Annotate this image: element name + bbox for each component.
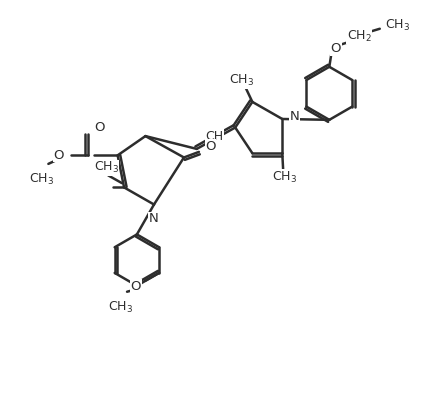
Text: N: N (149, 212, 159, 225)
Text: CH: CH (206, 130, 224, 143)
Text: O: O (130, 280, 141, 293)
Text: CH$_3$: CH$_3$ (29, 171, 54, 187)
Text: N: N (290, 110, 300, 124)
Text: O: O (94, 121, 105, 134)
Text: CH$_2$: CH$_2$ (347, 29, 372, 44)
Text: O: O (205, 140, 216, 153)
Text: CH$_3$: CH$_3$ (385, 18, 410, 33)
Text: CH$_3$: CH$_3$ (108, 300, 133, 315)
Text: O: O (54, 149, 64, 162)
Text: O: O (330, 43, 341, 55)
Text: CH$_3$: CH$_3$ (272, 169, 297, 184)
Text: CH$_3$: CH$_3$ (229, 73, 254, 88)
Text: CH$_3$: CH$_3$ (94, 160, 119, 175)
